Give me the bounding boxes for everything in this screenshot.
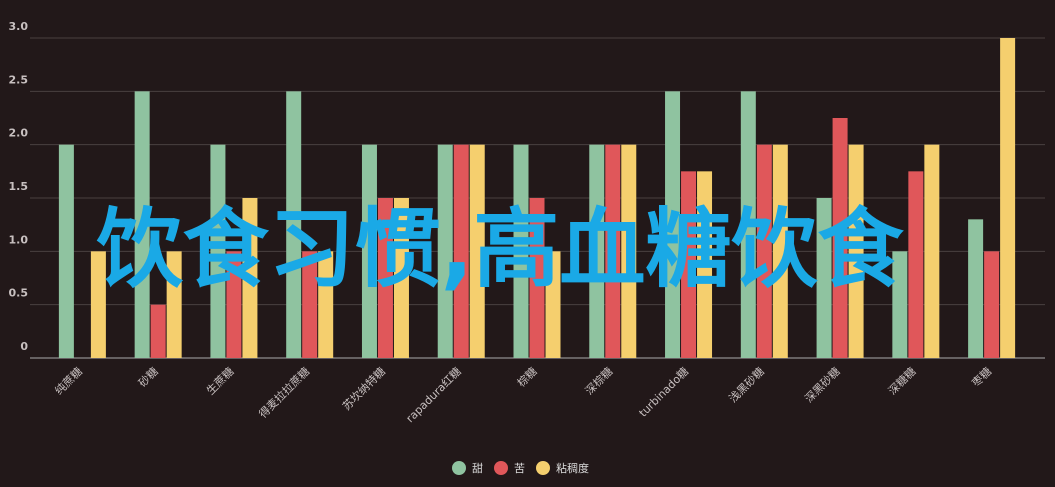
bar (984, 251, 1000, 358)
bar (242, 198, 258, 358)
bar (210, 144, 226, 358)
y-tick-label: 0 (20, 340, 28, 353)
bar (134, 91, 150, 358)
y-tick-label: 1.0 (9, 233, 29, 246)
bar (393, 198, 409, 358)
bar (892, 251, 908, 358)
bar (361, 144, 377, 358)
bar (908, 171, 924, 358)
bar (513, 144, 529, 358)
bar (665, 91, 681, 358)
bar (226, 251, 242, 358)
bar (58, 144, 74, 358)
bar (697, 171, 713, 358)
bar (681, 171, 697, 358)
bar (529, 198, 545, 358)
bar (318, 251, 334, 358)
legend-label: 苦 (514, 462, 525, 475)
bar (453, 144, 469, 358)
bar (150, 304, 166, 358)
bar (469, 144, 485, 358)
bar (621, 144, 637, 358)
legend-marker (494, 461, 508, 475)
bar (545, 251, 561, 358)
bar (968, 219, 984, 358)
y-tick-label: 2.0 (9, 127, 29, 140)
legend-label: 粘稠度 (556, 461, 589, 475)
y-tick-label: 3.0 (9, 20, 29, 33)
bar (848, 144, 864, 358)
bar (302, 251, 318, 358)
y-tick-label: 1.5 (9, 180, 29, 193)
y-tick-label: 2.5 (9, 73, 29, 86)
bar (756, 144, 772, 358)
bar (377, 198, 393, 358)
bar (166, 251, 182, 358)
bar (772, 144, 788, 358)
legend-label: 甜 (472, 462, 483, 475)
bar (589, 144, 605, 358)
bar (924, 144, 940, 358)
legend-marker (536, 461, 550, 475)
bar (605, 144, 621, 358)
overlay-title: 饮食习惯,高血糖饮食 (97, 199, 905, 299)
bar (832, 118, 848, 358)
bar (90, 251, 106, 358)
y-tick-label: 0.5 (9, 287, 29, 300)
bar (740, 91, 756, 358)
bar (286, 91, 302, 358)
bar (816, 198, 832, 358)
bar (1000, 38, 1016, 358)
legend-marker (452, 461, 466, 475)
bar (437, 144, 453, 358)
